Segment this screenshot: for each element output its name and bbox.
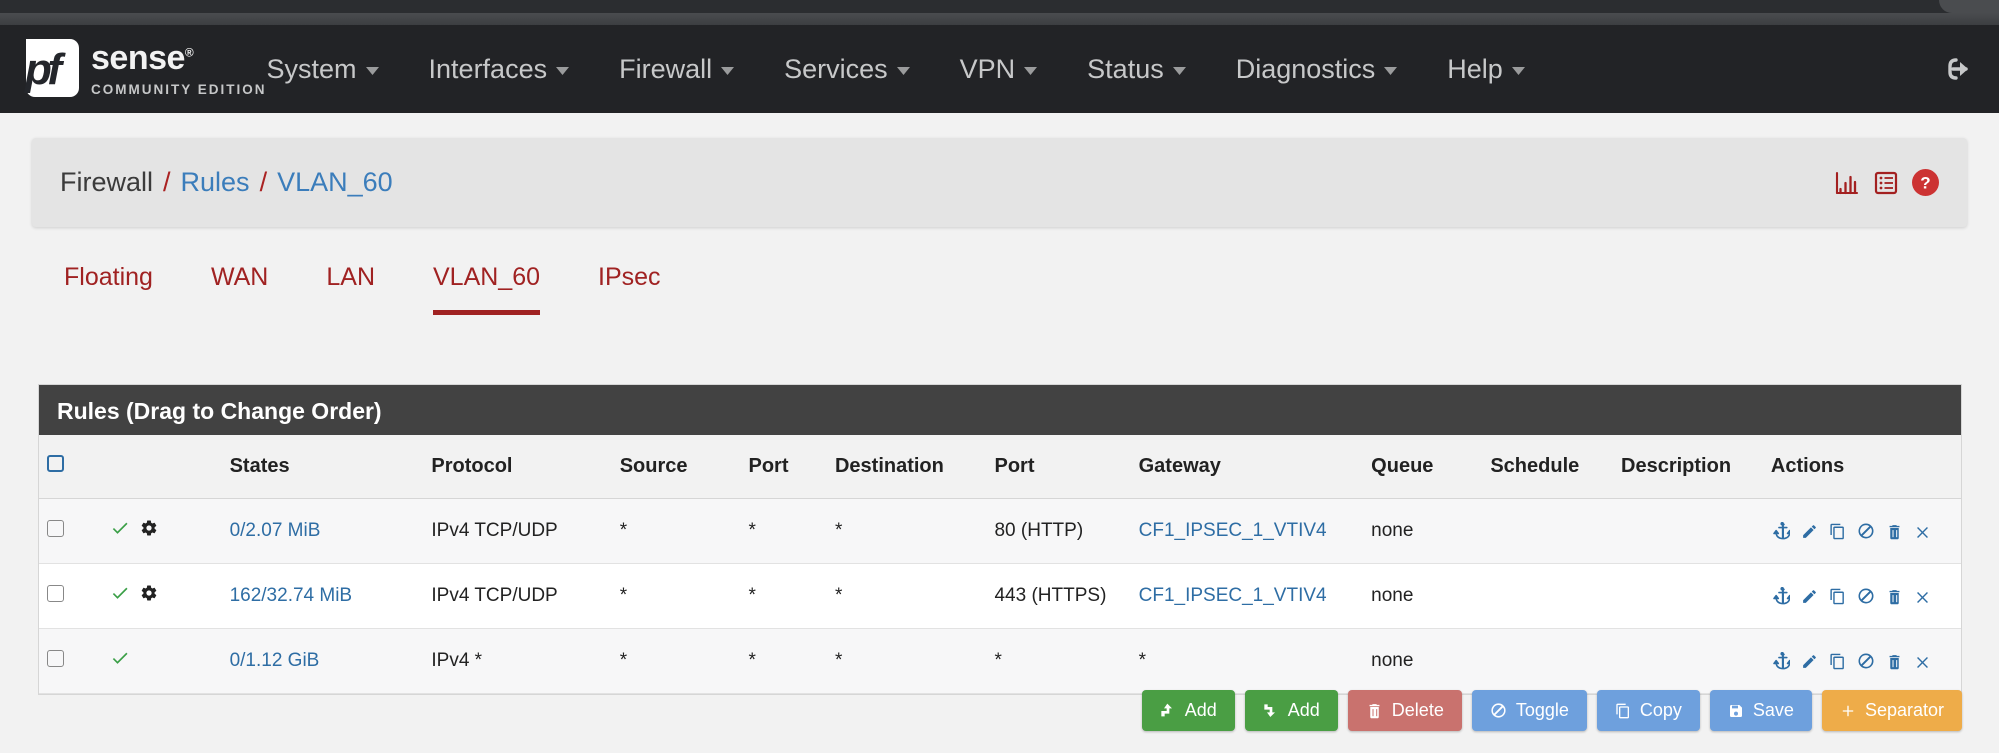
svg-text:?: ?: [1920, 174, 1930, 193]
